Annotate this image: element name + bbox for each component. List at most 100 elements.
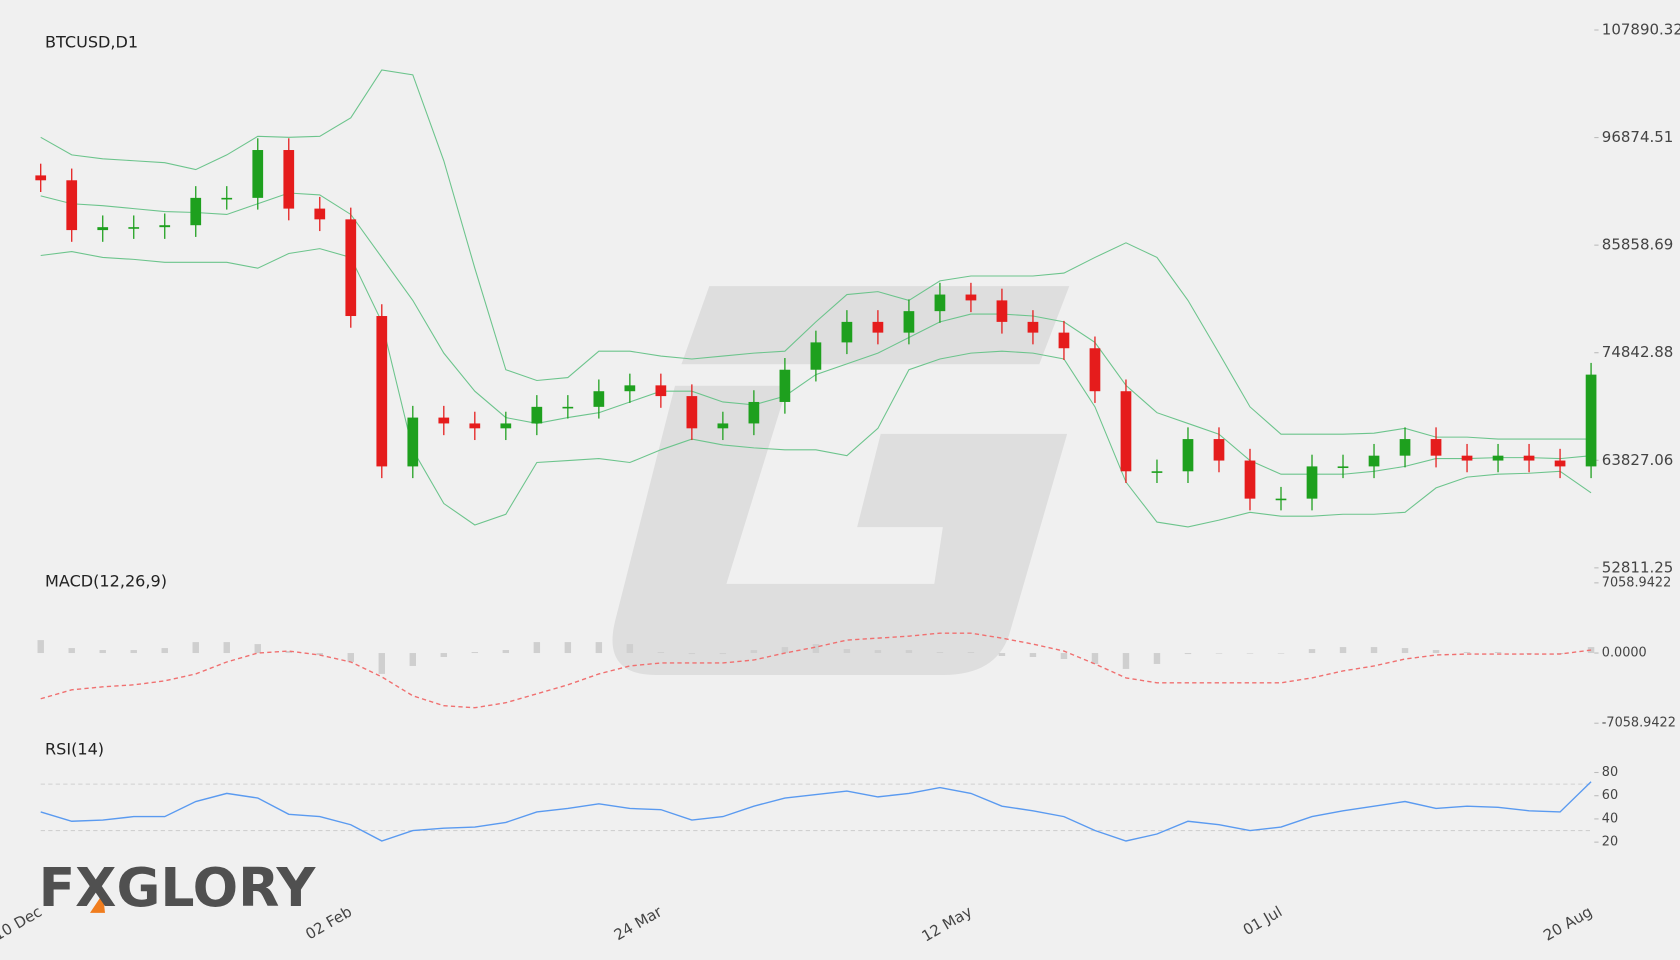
candle-body (500, 423, 512, 429)
candle-body (717, 423, 729, 429)
macd-bar (37, 640, 44, 654)
macd-bar (1184, 653, 1192, 655)
candle-body (779, 369, 791, 402)
candle-body (1244, 460, 1256, 499)
macd-bar (409, 653, 417, 666)
macd-bar (564, 642, 572, 654)
macd-bar (223, 642, 230, 654)
macd-bar (936, 652, 944, 654)
rsi-line (40, 781, 1592, 842)
macd-bar (967, 652, 975, 654)
macd-bar (502, 650, 510, 654)
candle-body (1120, 391, 1132, 472)
macd-bar (1277, 653, 1285, 654)
candle-body (252, 150, 264, 198)
candle-body (376, 316, 388, 467)
price-title: BTCUSD,D1 (45, 32, 138, 51)
candle-body (655, 385, 667, 397)
candle-body (1585, 374, 1597, 467)
logo: FXGLORY (39, 856, 317, 919)
y-tick-label: -7058.9422 (1602, 716, 1676, 731)
candle-body (996, 300, 1008, 322)
macd-bar (1463, 652, 1471, 654)
candle-body (1058, 332, 1070, 349)
macd-bar (254, 644, 261, 654)
macd-bar (1525, 653, 1533, 654)
macd-bar (192, 642, 199, 654)
candle-body (1151, 471, 1163, 473)
candle-body (1368, 455, 1380, 467)
y-tick-label: 85858.69 (1602, 236, 1674, 254)
macd-bar (874, 650, 882, 654)
candle-body (810, 342, 822, 370)
macd-bar (626, 644, 634, 654)
candle-body (1399, 439, 1411, 456)
macd-bar (1401, 648, 1409, 654)
candle-body (1492, 455, 1504, 461)
candle-body (1027, 321, 1039, 333)
candle-body (1523, 455, 1535, 461)
candle-body (593, 391, 605, 407)
candle-body (1337, 466, 1349, 469)
candle-body (1430, 439, 1442, 456)
rsi-title: RSI(14) (45, 740, 104, 759)
bollinger-lower (40, 248, 1592, 528)
macd-bar (1308, 649, 1316, 654)
candle-body (97, 227, 109, 231)
macd-bar (905, 650, 913, 654)
y-tick-label: 80 (1602, 765, 1618, 780)
macd-bar (595, 642, 603, 654)
macd-bar (378, 653, 386, 674)
candle-body (407, 417, 419, 467)
candle-body (872, 321, 884, 333)
candle-body (934, 294, 946, 312)
macd-bar (1122, 653, 1130, 669)
macd-bar (1091, 653, 1099, 664)
macd-bar (750, 650, 758, 654)
macd-bar (68, 648, 75, 654)
macd-bar (161, 648, 168, 654)
candle-body (1306, 466, 1318, 499)
candle-body (1213, 439, 1225, 461)
macd-bar (843, 649, 851, 654)
candle-body (345, 219, 357, 317)
y-tick-label: 52811.25 (1602, 558, 1674, 576)
watermark-body (612, 385, 1068, 675)
y-tick-label: 63827.06 (1602, 451, 1674, 469)
macd-bar (316, 653, 323, 656)
macd-bar (657, 652, 665, 654)
candle-body (841, 321, 853, 343)
macd-bar (99, 650, 106, 654)
macd-bar (285, 651, 292, 654)
y-tick-label: 74842.88 (1602, 343, 1674, 361)
candle-body (221, 197, 233, 200)
y-tick-label: 60 (1602, 788, 1618, 803)
macd-bar (812, 644, 820, 654)
y-tick-label: 107890.32 (1602, 21, 1680, 39)
candle-body (748, 401, 760, 424)
candle-body (283, 150, 295, 209)
bollinger-upper (40, 69, 1592, 440)
candle-body (159, 225, 171, 228)
macd-bar (998, 653, 1006, 657)
candle-body (531, 406, 543, 424)
candle-body (903, 311, 915, 333)
candle-body (314, 208, 326, 220)
candle-body (438, 417, 450, 424)
y-tick-label: 96874.51 (1602, 128, 1674, 146)
candle-body (1089, 348, 1101, 392)
candle-body (1275, 498, 1287, 501)
macd-bar (1587, 647, 1595, 654)
candle-body (624, 385, 636, 392)
macd-bar (688, 653, 696, 655)
candle-body (562, 406, 574, 409)
macd-bar (781, 647, 789, 654)
candle-body (190, 197, 202, 226)
macd-bar (1339, 647, 1347, 654)
candle-body (1554, 460, 1566, 467)
macd-bar (1060, 653, 1068, 660)
candle-body (469, 423, 481, 429)
candle-body (686, 396, 698, 429)
